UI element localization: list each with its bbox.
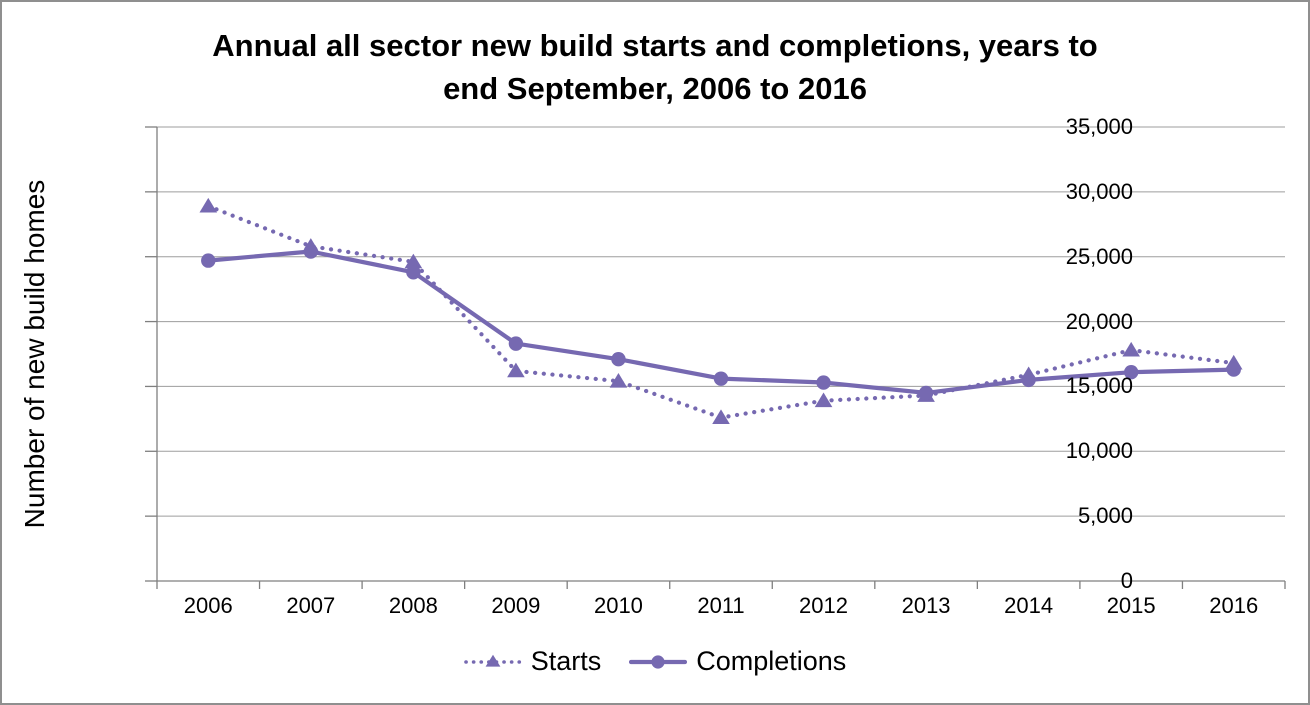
x-tick-label: 2009 [491, 593, 541, 618]
legend-label-starts: Starts [530, 646, 602, 676]
marker-circle-completions [1123, 364, 1139, 380]
marker-circle-completions [303, 244, 319, 259]
y-tick-label: 0 [1120, 568, 1133, 593]
x-tick-label: 2014 [1004, 593, 1054, 618]
legend-label-completions: Completions [696, 646, 847, 676]
marker-triangle-starts [199, 197, 218, 213]
legend: Starts Completions [2, 646, 1308, 677]
legend-item-completions: Completions [629, 646, 846, 677]
chart-title: Annual all sector new build starts and c… [2, 24, 1308, 110]
marker-triangle-starts [404, 253, 423, 269]
x-tick-label: 2007 [286, 593, 336, 618]
completions-solid-line-sample [629, 654, 688, 669]
marker-circle-completions [201, 253, 216, 268]
y-tick-label: 15,000 [1065, 373, 1133, 399]
x-tick-label: 2012 [799, 593, 848, 618]
legend-item-starts: Starts [463, 646, 602, 677]
legend-triangle-marker [485, 654, 501, 667]
marker-triangle-starts [507, 362, 525, 378]
x-tick-label: 2015 [1106, 593, 1156, 618]
x-tick-label: 2010 [593, 593, 643, 618]
marker-circle-completions [508, 336, 524, 351]
y-tick-label: 20,000 [1065, 308, 1133, 334]
y-tick-label: 10,000 [1065, 438, 1133, 464]
marker-circle-completions [1021, 372, 1036, 388]
y-tick-label: 30,000 [1065, 178, 1133, 204]
chart-title-line-2: end September, 2006 to 2016 [443, 71, 867, 106]
y-tick-label: 35,000 [1065, 114, 1133, 139]
marker-circle-completions [611, 351, 626, 367]
x-tick-label: 2008 [388, 593, 438, 618]
marker-circle-completions [1226, 362, 1241, 377]
y-tick-label: 5,000 [1077, 503, 1133, 529]
marker-circle-completions [918, 385, 934, 401]
x-tick-label: 2011 [697, 593, 745, 618]
x-tick-label: 2013 [901, 593, 951, 618]
marker-triangle-starts [814, 392, 833, 408]
marker-triangle-starts [1122, 341, 1140, 357]
starts-dotted-line-sample [463, 654, 522, 667]
chart-title-line-1: Annual all sector new build starts and c… [212, 28, 1098, 63]
marker-triangle-starts [609, 373, 628, 388]
legend-circle-marker [651, 654, 665, 669]
marker-triangle-starts [712, 409, 730, 424]
marker-circle-completions [816, 375, 831, 390]
marker-circle-completions [713, 371, 729, 386]
y-tick-label: 25,000 [1065, 243, 1133, 269]
x-tick-label: 2016 [1209, 593, 1259, 618]
x-tick-label: 2006 [183, 593, 233, 618]
marker-circle-completions [406, 265, 421, 280]
